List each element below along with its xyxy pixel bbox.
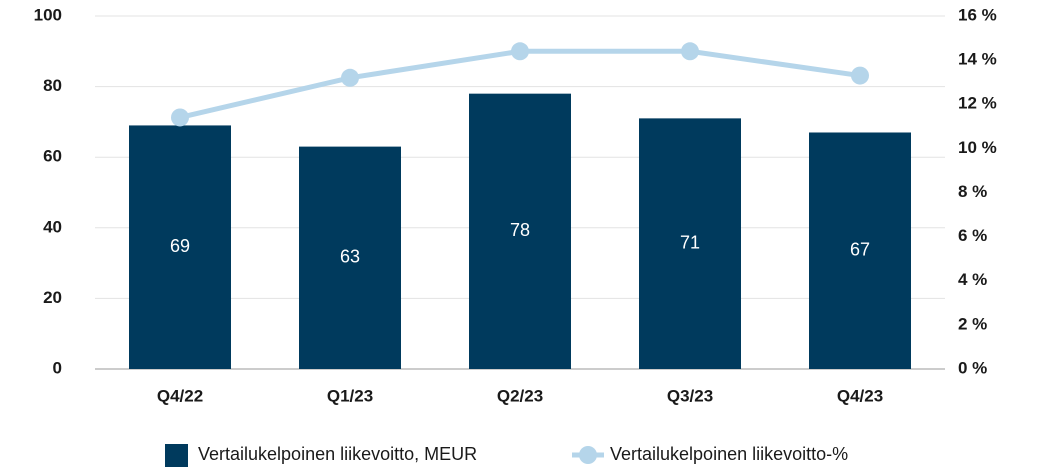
line-point — [341, 68, 359, 87]
x-tick-label: Q2/23 — [497, 386, 543, 405]
line-point — [511, 42, 529, 61]
y-tick-label: 80 — [43, 76, 62, 95]
y-tick-label: 40 — [43, 217, 62, 236]
y2-tick-label: 2 % — [958, 314, 987, 333]
data-label: 71 — [680, 232, 700, 252]
data-label: 69 — [170, 236, 190, 256]
x-tick-label: Q3/23 — [667, 386, 713, 405]
data-label: 78 — [510, 220, 530, 240]
line-point — [171, 108, 189, 127]
x-tick-label: Q1/23 — [327, 386, 373, 405]
x-tick-label: Q4/22 — [157, 386, 203, 405]
bar — [809, 132, 911, 369]
legend-swatch — [579, 446, 597, 464]
y-tick-label: 60 — [43, 147, 62, 166]
y2-tick-label: 4 % — [958, 270, 987, 289]
line-point — [851, 66, 869, 85]
legend-swatch — [165, 444, 188, 467]
line-point — [681, 42, 699, 61]
y2-tick-label: 10 % — [958, 138, 997, 157]
data-label: 67 — [850, 239, 870, 259]
y2-tick-label: 14 % — [958, 50, 997, 69]
bar — [129, 125, 231, 370]
bar — [639, 118, 741, 370]
legend-label: Vertailukelpoinen liikevoitto-% — [610, 444, 848, 464]
y-tick-label: 20 — [43, 288, 62, 307]
bar — [469, 93, 571, 369]
y2-tick-label: 8 % — [958, 182, 987, 201]
legend-label: Vertailukelpoinen liikevoitto, MEUR — [198, 444, 477, 464]
y-tick-label: 100 — [34, 5, 62, 24]
y2-tick-label: 12 % — [958, 94, 997, 113]
y-tick-label: 0 — [53, 358, 62, 377]
y2-tick-label: 6 % — [958, 226, 987, 245]
data-label: 63 — [340, 247, 360, 267]
y2-tick-label: 16 % — [958, 5, 997, 24]
bar — [299, 146, 401, 369]
y2-tick-label: 0 % — [958, 358, 987, 377]
x-tick-label: Q4/23 — [837, 386, 883, 405]
